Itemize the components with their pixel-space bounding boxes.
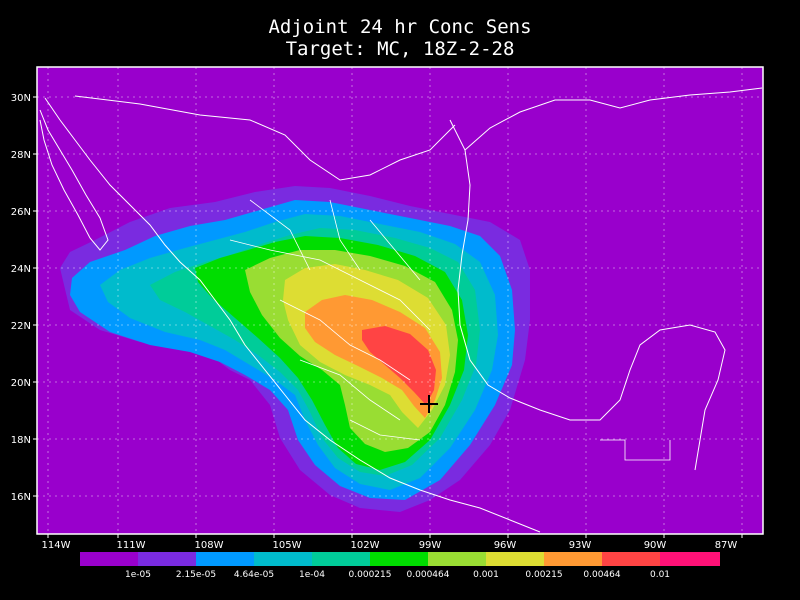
colorbar-label: 0.00464 xyxy=(583,570,621,580)
axis-ticks xyxy=(33,96,743,538)
colorbar-label: 0.000215 xyxy=(348,570,392,580)
colorbar-swatch xyxy=(138,552,196,566)
gulf-coastline xyxy=(449,119,726,471)
colorbar-swatch xyxy=(80,552,138,566)
y-tick-label: 22N xyxy=(11,321,31,332)
x-tick-label: 111W xyxy=(117,540,146,551)
y-tick-label: 24N xyxy=(11,264,31,275)
colorbar-swatch xyxy=(312,552,370,566)
state-boundaries xyxy=(229,199,671,461)
y-tick-label: 30N xyxy=(11,93,31,104)
colorbar-swatch xyxy=(370,552,428,566)
title-line-2: Target: MC, 18Z-2-28 xyxy=(285,38,515,60)
baja-california xyxy=(39,109,109,251)
contour-level-0.01 xyxy=(362,326,436,405)
colorbar-label: 4.64e-05 xyxy=(233,570,275,580)
colorbar-label: 1e-05 xyxy=(125,570,151,580)
colorbar-label: 1e-04 xyxy=(299,570,325,580)
x-tick-label: 105W xyxy=(273,540,302,551)
colorbar-label: 0.001 xyxy=(473,570,499,580)
x-tick-label: 102W xyxy=(351,540,380,551)
colorbar-swatch xyxy=(428,552,486,566)
y-tick-label: 28N xyxy=(11,150,31,161)
x-tick-label: 87W xyxy=(715,540,738,551)
y-tick-label: 16N xyxy=(11,492,31,503)
x-tick-label: 96W xyxy=(494,540,517,551)
title-line-1: Adjoint 24 hr Conc Sens xyxy=(268,16,532,38)
colorbar-swatch xyxy=(660,552,720,566)
x-tick-label: 90W xyxy=(644,540,667,551)
colorbar-swatch xyxy=(486,552,544,566)
colorbar-swatch xyxy=(602,552,660,566)
x-tick-label: 114W xyxy=(42,540,71,551)
y-tick-label: 20N xyxy=(11,378,31,389)
colorbar-label: 2.15e-05 xyxy=(175,570,217,580)
map-frame xyxy=(36,66,764,535)
colorbar-swatch xyxy=(254,552,312,566)
plus-icon xyxy=(420,395,438,413)
colorbar-label: 0.01 xyxy=(649,570,671,580)
coastlines xyxy=(39,87,763,533)
x-tick-label: 99W xyxy=(419,540,442,551)
colorbar-label: 0.000464 xyxy=(406,570,450,580)
graticule xyxy=(37,67,763,534)
x-tick-label: 108W xyxy=(195,540,224,551)
pacific-coastline xyxy=(44,97,541,533)
texas-coastline xyxy=(464,87,763,151)
contour-layers xyxy=(60,186,530,512)
y-tick-label: 26N xyxy=(11,207,31,218)
x-tick-label: 93W xyxy=(569,540,592,551)
y-tick-label: 18N xyxy=(11,435,31,446)
colorbar-swatch xyxy=(196,552,254,566)
colorbar-label: 0.00215 xyxy=(525,570,563,580)
colorbar-swatch xyxy=(544,552,602,566)
us-mexico-border xyxy=(74,95,456,181)
